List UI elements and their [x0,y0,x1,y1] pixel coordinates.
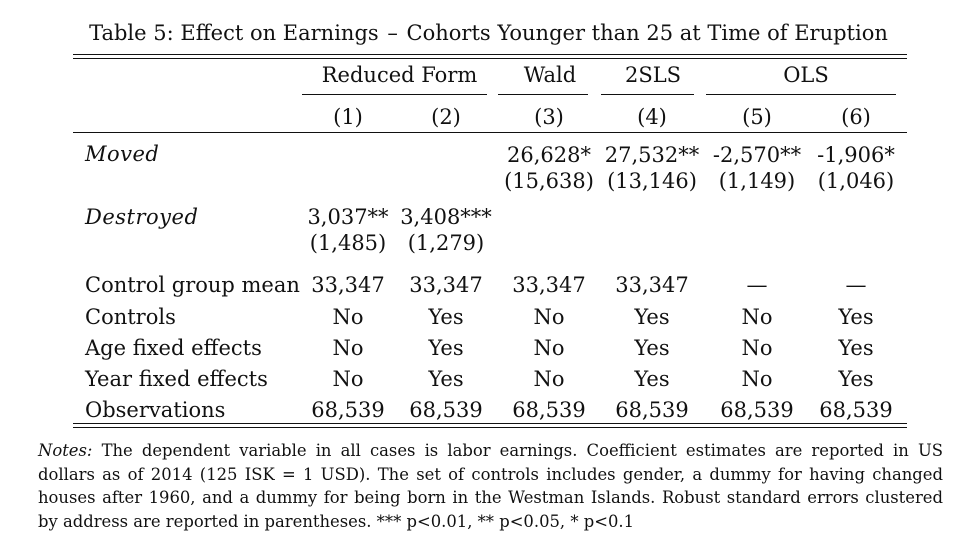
col-group-reduced-form: Reduced Form [321,63,478,87]
col-group-ols: OLS [783,63,829,87]
caption-label: Table 5: [89,21,174,45]
row-label-observations: Observations [85,398,226,422]
table-top-rule-inner [73,58,907,59]
row-label-control-mean: Control group mean [85,273,300,297]
col-number-2: (2) [431,105,461,129]
age-fe-5: No [741,336,773,360]
observations-3: 68,539 [512,398,586,422]
moved-se-3: (15,638) [504,169,594,193]
control-mean-5: — [746,273,768,297]
control-mean-3: 33,347 [512,273,586,297]
caption-text-b: Cohorts Younger than 25 at Time of Erupt… [406,21,888,45]
destroyed-se-1: (1,485) [309,231,387,255]
col-number-4: (4) [637,105,667,129]
moved-coef-6: -1,906* [817,143,895,167]
col-group-2sls-rule [601,94,694,95]
table-bottom-rule-inner [73,427,907,428]
moved-se-5: (1,149) [718,169,796,193]
col-number-1: (1) [333,105,363,129]
age-fe-2: Yes [428,336,464,360]
controls-4: Yes [634,305,670,329]
moved-se-4: (13,146) [607,169,697,193]
caption-text-a: Effect on Earnings [180,21,379,45]
year-fe-5: No [741,367,773,391]
table-notes: Notes: The dependent variable in all cas… [38,439,943,533]
observations-6: 68,539 [819,398,893,422]
row-label-moved: Moved [85,142,160,166]
controls-1: No [332,305,364,329]
year-fe-3: No [533,367,565,391]
destroyed-se-2: (1,279) [407,231,485,255]
year-fe-2: Yes [428,367,464,391]
col-number-5: (5) [742,105,772,129]
control-mean-6: — [845,273,867,297]
year-fe-1: No [332,367,364,391]
col-group-wald: Wald [523,63,577,87]
caption-dash: – [387,21,398,45]
controls-2: Yes [428,305,464,329]
row-label-destroyed: Destroyed [85,205,199,229]
table-caption: Table 5: Effect on Earnings – Cohorts Yo… [0,20,977,46]
col-group-reduced-form-rule [302,94,487,95]
controls-6: Yes [838,305,874,329]
controls-5: No [741,305,773,329]
observations-2: 68,539 [409,398,483,422]
row-label-controls: Controls [85,305,176,329]
row-label-age-fe: Age fixed effects [85,336,262,360]
observations-5: 68,539 [720,398,794,422]
destroyed-coef-2: 3,408*** [400,205,492,229]
table-top-rule [73,54,907,55]
age-fe-6: Yes [838,336,874,360]
year-fe-4: Yes [634,367,670,391]
controls-3: No [533,305,565,329]
table-bottom-rule [73,423,907,424]
notes-lead: Notes: [38,441,93,460]
notes-text: The dependent variable in all cases is l… [38,441,943,531]
age-fe-3: No [533,336,565,360]
destroyed-coef-1: 3,037** [307,205,389,229]
col-group-ols-rule [706,94,896,95]
col-number-6: (6) [841,105,871,129]
observations-1: 68,539 [311,398,385,422]
col-group-2sls: 2SLS [624,63,682,87]
control-mean-1: 33,347 [311,273,385,297]
moved-coef-5: -2,570** [712,143,802,167]
age-fe-4: Yes [634,336,670,360]
table-header-rule [73,132,907,133]
observations-4: 68,539 [615,398,689,422]
control-mean-2: 33,347 [409,273,483,297]
row-label-year-fe: Year fixed effects [85,367,268,391]
year-fe-6: Yes [838,367,874,391]
moved-coef-3: 26,628* [507,143,591,167]
moved-se-6: (1,046) [817,169,895,193]
control-mean-4: 33,347 [615,273,689,297]
col-number-3: (3) [534,105,564,129]
col-group-wald-rule [498,94,588,95]
moved-coef-4: 27,532** [604,143,700,167]
age-fe-1: No [332,336,364,360]
